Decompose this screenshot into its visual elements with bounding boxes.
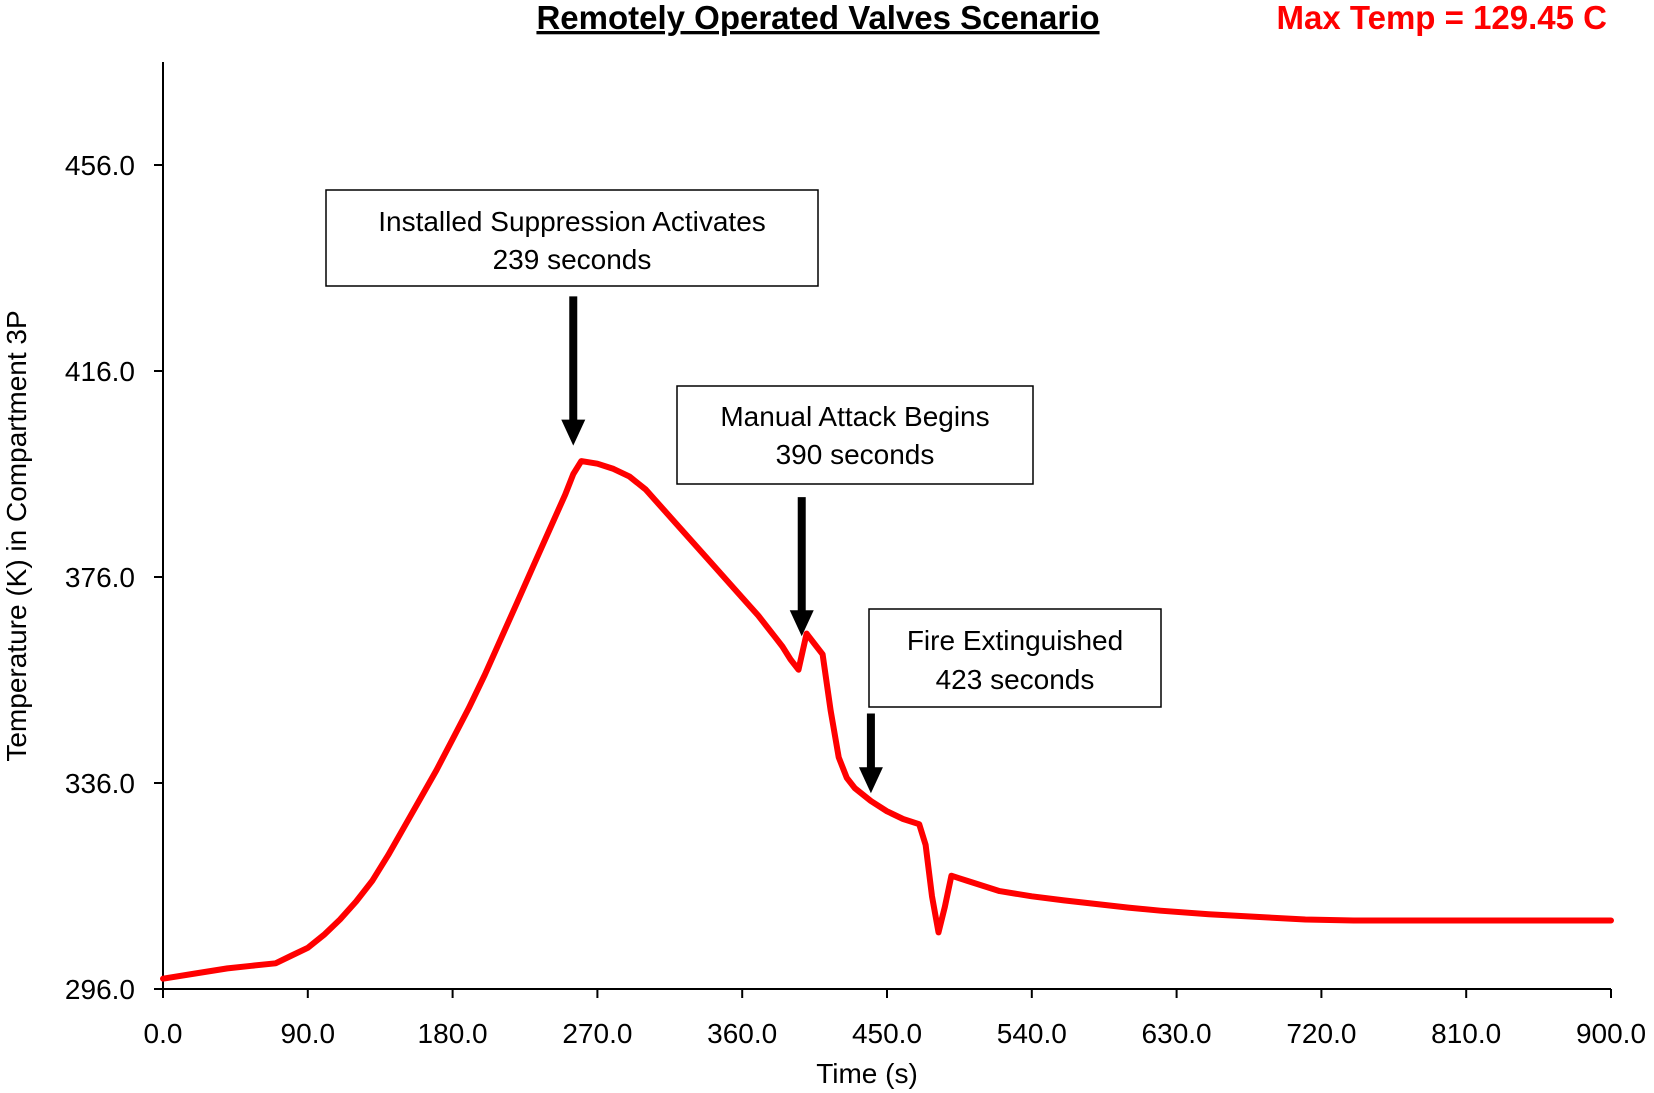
x-tick-label: 900.0 (1576, 1018, 1646, 1049)
x-tick-label: 360.0 (707, 1018, 777, 1049)
annotation-box (325, 189, 819, 287)
x-tick-label: 630.0 (1142, 1018, 1212, 1049)
y-axis-label: Temperature (K) in Compartment 3P (1, 310, 32, 761)
series-line (160, 458, 1614, 982)
x-tick-label: 270.0 (562, 1018, 632, 1049)
annotation: Fire Extinguished 423 seconds (858, 608, 1162, 794)
annotation-text: 390 seconds (776, 439, 935, 470)
x-tick-label: 0.0 (144, 1018, 183, 1049)
annotation-arrow-head (561, 419, 586, 446)
annotation: Installed Suppression Activates 239 secon… (325, 189, 819, 446)
y-tick-label: 416.0 (65, 356, 135, 387)
chart-title: Remotely Operated Valves Scenario (536, 0, 1099, 36)
annotation-text: Manual Attack Begins (720, 401, 989, 432)
y-tick-label: 336.0 (65, 768, 135, 799)
max-temp-label: Max Temp = 129.45 C (1277, 0, 1607, 36)
x-tick-label: 180.0 (418, 1018, 488, 1049)
x-tick-label: 720.0 (1286, 1018, 1356, 1049)
x-tick-label: 90.0 (281, 1018, 336, 1049)
annotation-text: Installed Suppression Activates (378, 206, 766, 237)
annotations: Installed Suppression Activates 239 secon… (325, 189, 1162, 794)
series-group (160, 458, 1614, 982)
x-axis-ticks: 0.0 90.0 180.0 270.0 360.0 450.0 540.0 630.0 720… (144, 989, 1646, 1049)
x-tick-label: 450.0 (852, 1018, 922, 1049)
annotation-arrow-head (858, 767, 883, 794)
annotation-text: Fire Extinguished (907, 625, 1123, 656)
annotation-box (676, 385, 1034, 485)
y-tick-label: 296.0 (65, 974, 135, 1005)
x-axis-label: Time (s) (816, 1058, 918, 1089)
y-tick-label: 456.0 (65, 150, 135, 181)
y-tick-label: 376.0 (65, 562, 135, 593)
y-axis-ticks: 296.0 336.0 376.0 416.0 456.0 (65, 150, 163, 1005)
x-tick-label: 810.0 (1431, 1018, 1501, 1049)
annotation-arrow-head (789, 610, 814, 637)
annotation-box (868, 608, 1162, 708)
x-tick-label: 540.0 (997, 1018, 1067, 1049)
annotation: Manual Attack Begins 390 seconds (676, 385, 1034, 637)
annotation-text: 239 seconds (493, 244, 652, 275)
annotation-text: 423 seconds (936, 664, 1095, 695)
